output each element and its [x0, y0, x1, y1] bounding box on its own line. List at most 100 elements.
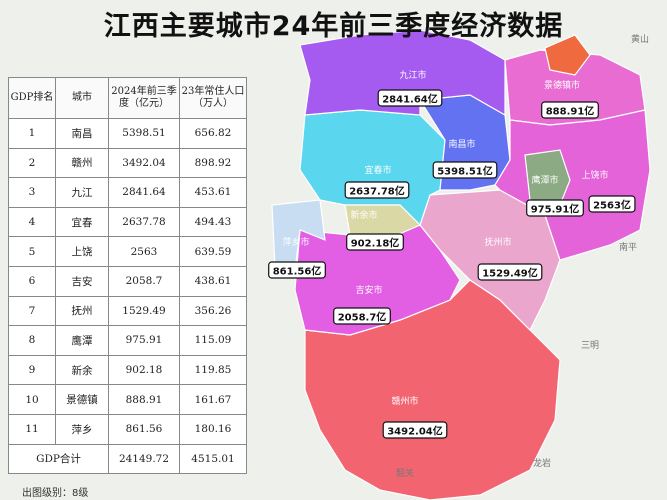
region-jiujiang [299, 29, 506, 117]
table-cell: 1529.49 [108, 295, 180, 327]
table-row: 10 景德镇 888.91 161.67 [8, 384, 247, 415]
regions [271, 29, 651, 500]
table-cell: 2 [8, 147, 56, 179]
city-name: 萍乡市 [282, 236, 309, 248]
table-cell: 1 [8, 118, 56, 149]
city-value: 1529.49亿 [482, 267, 538, 280]
city-name: 九江市 [399, 69, 426, 81]
value-callout [526, 199, 584, 217]
table-cell: 萍乡 [55, 413, 109, 445]
table-cell: 639.59 [179, 236, 247, 267]
region-xinyu [344, 204, 422, 239]
place-label: 南平 [619, 241, 637, 253]
header-cell: 城市 [55, 77, 109, 119]
city-name: 吉安市 [355, 284, 382, 296]
table-cell: 975.91 [108, 325, 180, 356]
table-cell: 3 [8, 177, 56, 208]
city-name: 鹰潭市 [531, 174, 558, 186]
table-cell: 6 [8, 265, 56, 297]
total-cell: 24149.72 [108, 443, 180, 475]
table-cell: 11 [8, 413, 56, 445]
city-value: 2637.78亿 [349, 185, 405, 198]
city-value: 2058.7亿 [338, 311, 387, 324]
gdp-table: GDP排名 城市 2024年前三季度（亿元） 23年常住人口（万人） 1 南昌 5398.… [8, 77, 247, 475]
city-value: 888.91亿 [546, 105, 595, 118]
city-value: 975.91亿 [531, 203, 580, 216]
table-row: 8 鹰潭 975.91 115.09 [8, 325, 247, 356]
table-cell: 赣州 [55, 147, 109, 179]
value-callout [268, 261, 326, 279]
table-cell: 2563 [108, 236, 180, 267]
table-cell: 8 [8, 325, 56, 356]
region-yingtan [524, 149, 571, 206]
city-value: 5398.51亿 [437, 165, 493, 178]
place-label: 韶关 [396, 467, 414, 479]
total-row: GDP合计 24149.72 4515.01 [8, 443, 247, 475]
table-cell: 2637.78 [108, 206, 180, 238]
value-callout [344, 181, 410, 199]
header-cell: 23年常住人口（万人） [179, 77, 247, 119]
header-cell: 2024年前三季度（亿元） [108, 77, 180, 119]
table-row: 2 赣州 3492.04 898.92 [8, 147, 247, 179]
region-jingdezhen-north [544, 34, 591, 76]
table-row: 9 新余 902.18 119.85 [8, 354, 247, 386]
table-cell: 119.85 [179, 354, 247, 386]
value-callout [588, 195, 636, 213]
value-callout [541, 101, 599, 119]
table-row: 6 吉安 2058.7 438.61 [8, 265, 247, 297]
table-cell: 吉安 [55, 265, 109, 297]
total-cell: GDP合计 [8, 443, 109, 475]
city-name: 上饶市 [581, 169, 608, 181]
title: 江西主要城市24年前三季度经济数据 [103, 11, 564, 42]
table-cell: 4 [8, 206, 56, 238]
table-cell: 7 [8, 295, 56, 327]
table-body: 1 南昌 5398.51 656.82 2 赣州 3492.04 898.92 3 九江 2841.… [8, 118, 247, 475]
table-cell: 上饶 [55, 236, 109, 267]
city-value: 2563亿 [593, 199, 631, 212]
city-name: 赣州市 [391, 395, 418, 407]
city-name: 南昌市 [448, 138, 475, 150]
table-cell: 宜春 [55, 206, 109, 238]
table-cell: 景德镇 [55, 384, 109, 415]
table-row: 3 九江 2841.64 453.61 [8, 177, 247, 208]
table-cell: 438.61 [179, 265, 247, 297]
value-callout [477, 263, 543, 281]
city-name: 景德镇市 [544, 79, 580, 91]
table-cell: 2841.64 [108, 177, 180, 208]
value-callout [382, 421, 448, 439]
total-cell: 4515.01 [179, 443, 247, 475]
table-cell: 九江 [55, 177, 109, 208]
header-cell: GDP排名 [8, 77, 56, 119]
footer: 出图级别：8级 [22, 488, 89, 499]
city-value: 902.18亿 [351, 237, 400, 250]
table-cell: 356.26 [179, 295, 247, 327]
table-cell: 3492.04 [108, 147, 180, 179]
region-shangrao [494, 109, 651, 261]
table-cell: 抚州 [55, 295, 109, 327]
city-name: 新余市 [350, 209, 377, 221]
value-callout [377, 89, 443, 107]
place-label: 龙岩 [533, 457, 551, 469]
table-cell: 5 [8, 236, 56, 267]
table-cell: 902.18 [108, 354, 180, 386]
table-row: 7 抚州 1529.49 356.26 [8, 295, 247, 327]
table-cell: 鹰潭 [55, 325, 109, 356]
table-cell: 南昌 [55, 118, 109, 149]
value-callout [333, 307, 391, 325]
city-name: 抚州市 [484, 236, 511, 248]
header-row: GDP排名 城市 2024年前三季度（亿元） 23年常住人口（万人） [8, 77, 247, 119]
table-cell: 10 [8, 384, 56, 415]
city-name: 宜春市 [364, 164, 391, 176]
table-cell: 888.91 [108, 384, 180, 415]
table-cell: 115.09 [179, 325, 247, 356]
table-row: 11 萍乡 861.56 180.16 [8, 413, 247, 445]
value-callout [346, 233, 404, 251]
city-value: 3492.04亿 [387, 425, 443, 438]
table-cell: 2058.7 [108, 265, 180, 297]
table-cell: 9 [8, 354, 56, 386]
city-value: 2841.64亿 [382, 93, 438, 106]
table-cell: 898.92 [179, 147, 247, 179]
value-callout [432, 161, 498, 179]
